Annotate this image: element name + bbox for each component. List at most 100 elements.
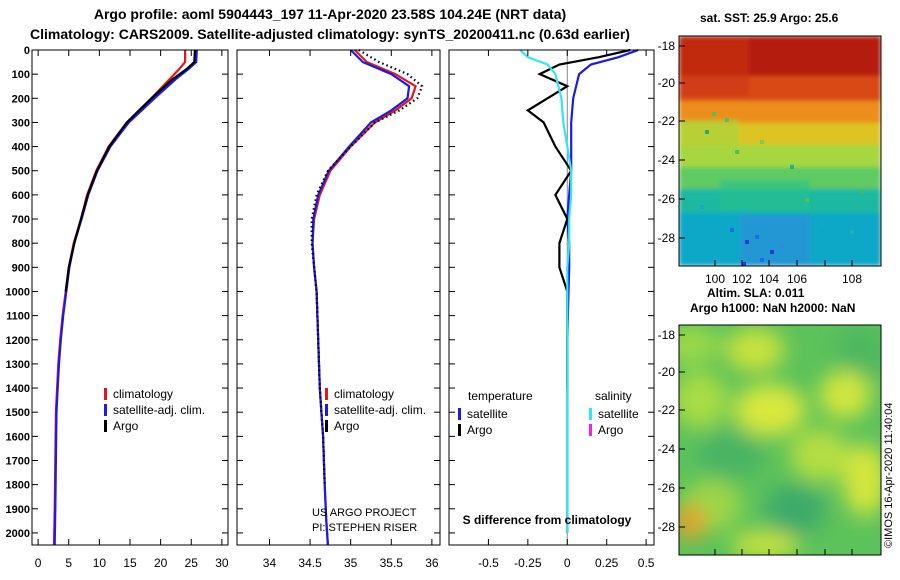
legend-swatch <box>589 424 592 436</box>
depth-tick-label: 400 <box>12 142 30 154</box>
sst-speckle <box>860 190 864 194</box>
panel-frame <box>448 49 655 546</box>
depth-tick-label: 800 <box>12 238 30 250</box>
legend-swatch <box>458 424 461 436</box>
depth-tick-label: 1000 <box>6 286 30 298</box>
imos-timestamp: ©IMOS 16-Apr-2020 11:40:04 <box>883 403 895 548</box>
figure-title-line-2: Climatology: CARS2009. Satellite-adjuste… <box>30 26 630 42</box>
sst-speckle <box>760 140 764 144</box>
legend-swatch <box>104 420 107 432</box>
legend-label: satellite-adj. clim. <box>113 403 205 417</box>
profile-panels: 0 5 10 15 20 25 300100200300400500600700800900… <box>6 45 655 570</box>
series-temperature-satellite <box>566 48 639 533</box>
sst-patch-1 <box>679 36 749 96</box>
sst-speckle <box>730 228 734 232</box>
x-tick-label: 35.5 <box>380 556 404 570</box>
sst-speckle <box>742 262 746 266</box>
legend-heading-temperature: temperature <box>468 389 533 403</box>
figure-title-line-1: Argo profile: aoml 5904443_197 11-Apr-20… <box>93 6 567 22</box>
x-tick-label: -0.25 <box>514 556 542 570</box>
series-climatology <box>311 49 417 546</box>
sst-speckle <box>805 198 809 202</box>
sla-blob-2 <box>725 328 785 372</box>
depth-tick-label: 600 <box>12 190 30 202</box>
legend-label: satellite-adj. clim. <box>334 403 426 417</box>
depth-tick-label: 1100 <box>6 311 30 323</box>
legend-label: satellite <box>467 407 508 421</box>
project-credit: US ARGO PROJECT <box>312 507 417 519</box>
sst-map-frame <box>678 35 882 267</box>
sla-blob-8 <box>790 429 850 481</box>
map-y-tick-label: -22 <box>658 403 676 417</box>
sla-blob-14 <box>825 531 881 555</box>
sla-blob-11 <box>765 484 825 536</box>
difference-panel-title: S difference from climatology <box>463 513 632 527</box>
x-tick-label: -0.5 <box>478 556 499 570</box>
sst-map-title: sat. SST: 25.9 Argo: 25.6 <box>700 11 839 25</box>
depth-tick-label: 200 <box>12 93 30 105</box>
depth-tick-label: 1500 <box>6 407 30 419</box>
sla-map-title-line-2: Argo h1000: NaN h2000: NaN <box>690 301 856 315</box>
sla-map-title-line-1: Altim. SLA: 0.011 <box>707 286 805 300</box>
legend-swatch <box>325 420 328 432</box>
sst-speckle <box>820 222 824 226</box>
sst-speckle <box>790 165 794 169</box>
panel-temperature: 0 5 10 15 20 25 300100200300400500600700800900… <box>6 45 229 570</box>
sla-blob-5 <box>734 384 806 436</box>
sla-blob-7 <box>696 431 764 479</box>
series-climatology <box>52 50 187 546</box>
map-y-tick-label: -28 <box>658 231 676 245</box>
x-tick-label: 34 <box>263 556 277 570</box>
map-x-tick-label: 106 <box>787 272 807 286</box>
sla-tick-label-glyphs: -18 -20 -22 -24 -26 -28 <box>658 328 676 534</box>
depth-tick-label: 2000 <box>6 528 30 540</box>
x-tick-label: 36 <box>425 556 439 570</box>
sst-speckle <box>780 244 784 248</box>
sst-speckle <box>700 205 704 209</box>
panel-frame <box>31 49 229 546</box>
x-tick-label: 5 <box>65 556 72 570</box>
series-argo <box>310 49 424 485</box>
x-tick-label: 0.5 <box>638 556 655 570</box>
x-tick-label: 0 <box>35 556 42 570</box>
sla-map: -18 -20 -22 -24 -26 -28 <box>658 324 882 556</box>
pi-credit: PI: STEPHEN RISER <box>312 522 417 534</box>
legend-label: climatology <box>113 387 173 401</box>
sla-map-field <box>679 325 881 555</box>
map-y-tick-label: -18 <box>658 39 676 53</box>
x-tick-label: 0.25 <box>595 556 619 570</box>
panel-frame <box>236 49 441 546</box>
sla-axis-ticks <box>679 334 853 555</box>
depth-tick-label: 900 <box>12 262 30 274</box>
map-y-tick-label: -26 <box>658 481 676 495</box>
map-y-tick-label: -24 <box>658 442 676 456</box>
sst-axis-ticks <box>679 45 853 266</box>
map-y-tick-label: -18 <box>658 328 676 342</box>
depth-tick-label: 1600 <box>6 431 30 443</box>
sst-speckle <box>705 130 709 134</box>
map-y-tick-label: -20 <box>658 76 676 90</box>
sst-band-5 <box>679 145 881 167</box>
sla-blob-12 <box>679 504 706 540</box>
map-y-tick-label: -20 <box>658 365 676 379</box>
legend-swatch <box>325 388 328 400</box>
x-tick-label: 34.5 <box>298 556 322 570</box>
map-y-tick-label: -28 <box>658 520 676 534</box>
x-tick-label: 35 <box>344 556 358 570</box>
series-temperature-argo <box>525 48 631 388</box>
x-tick-label: 15 <box>123 556 137 570</box>
series-salinity-satellite <box>519 49 573 533</box>
sla-blob-9 <box>843 444 881 516</box>
sst-patch-3 <box>720 180 810 210</box>
sst-speckle <box>725 118 729 122</box>
x-tick-label: 30 <box>215 556 229 570</box>
map-y-tick-label: -26 <box>658 192 676 206</box>
sla-blob-4 <box>679 372 728 428</box>
depth-tick-label: 300 <box>12 117 30 129</box>
sla-blob-6 <box>819 371 871 419</box>
depth-tick-label: 700 <box>12 214 30 226</box>
depth-tick-label: 1700 <box>6 455 30 467</box>
sst-map: -18 -20 -22 -24 -26 -28 100 102 104 106 108 <box>658 35 882 286</box>
depth-tick-label: 500 <box>12 166 30 178</box>
sst-speckle <box>755 235 759 239</box>
